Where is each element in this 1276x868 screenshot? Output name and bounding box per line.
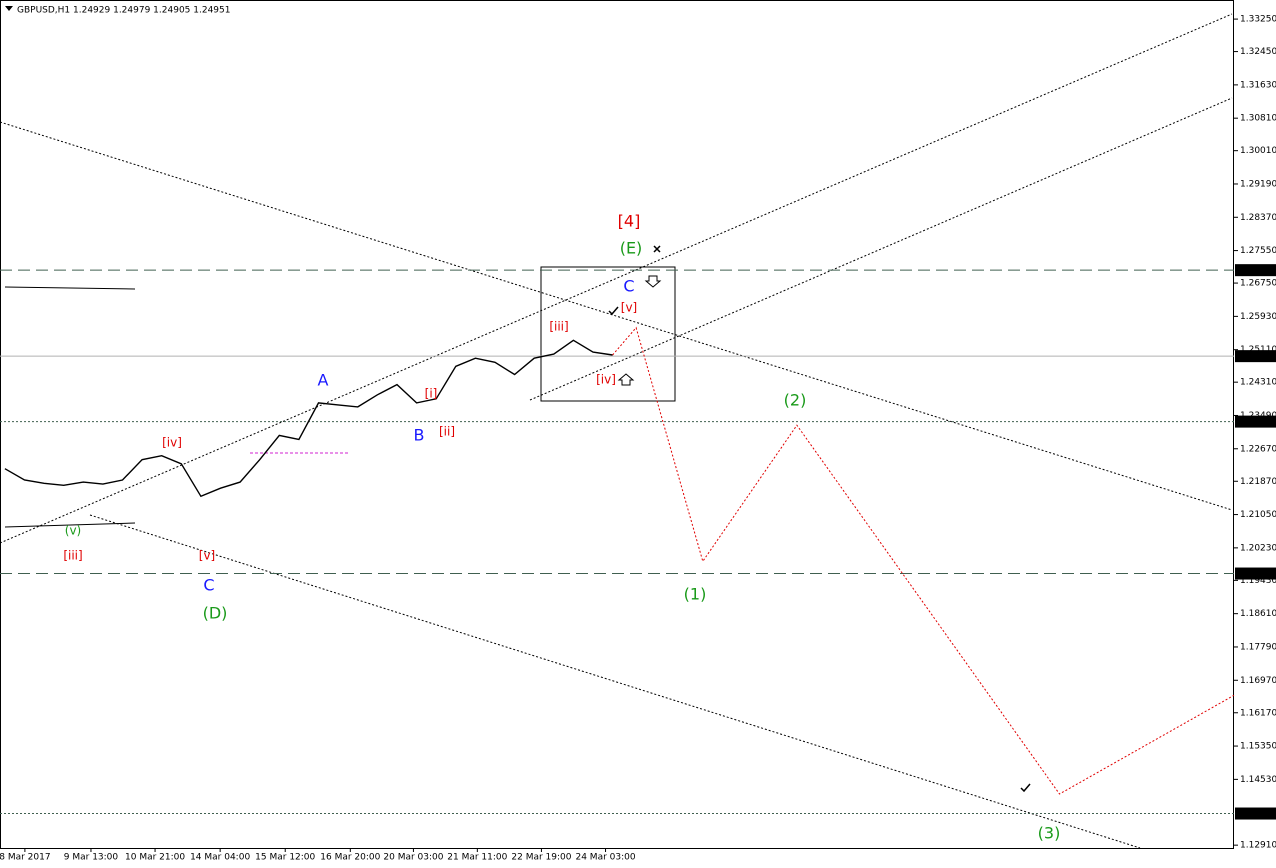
wave-label: C — [623, 277, 634, 296]
wave-label: [ii] — [439, 425, 455, 439]
y-tick-label: 1.24310 — [1240, 378, 1276, 388]
y-tick-label: 1.27550 — [1240, 246, 1276, 256]
x-tick-label: 16 Mar 20:00 — [320, 853, 380, 863]
y-tick-label: 1.29190 — [1240, 179, 1276, 189]
price-label: 1.23339 — [1238, 417, 1275, 427]
trend-line — [4, 522, 136, 528]
y-tick-label: 1.33250 — [1240, 15, 1276, 25]
price-label-box — [1235, 807, 1276, 820]
target-box — [540, 266, 676, 402]
y-tick-label: 1.31630 — [1240, 80, 1276, 90]
x-tick-label: 24 Mar 03:00 — [575, 853, 635, 863]
x-tick-label: 22 Mar 19:00 — [511, 853, 571, 863]
arrow-up-icon — [617, 373, 635, 386]
forecast-line — [612, 326, 1235, 795]
y-tick-label: 1.16970 — [1240, 676, 1276, 686]
cross-icon — [653, 245, 661, 253]
x-tick-label: 20 Mar 03:00 — [383, 853, 443, 863]
price-label: 1.27068 — [1238, 266, 1275, 276]
y-tick-label: 1.28370 — [1240, 213, 1276, 223]
arrow-down-icon — [644, 275, 662, 288]
y-tick-label: 1.30010 — [1240, 146, 1276, 156]
wave-label: B — [414, 426, 425, 445]
wave-label: (E) — [620, 239, 643, 258]
wave-label: (3) — [1038, 824, 1061, 843]
y-tick-label: 1.18610 — [1240, 609, 1276, 619]
price-line — [4, 339, 613, 498]
x-tick-label: 14 Mar 04:00 — [190, 853, 250, 863]
y-tick-label: 1.16170 — [1240, 708, 1276, 718]
y-tick-label: 1.17790 — [1240, 642, 1276, 652]
trend-line — [529, 97, 1233, 401]
y-tick-label: 1.15350 — [1240, 742, 1276, 752]
y-tick-label: 1.30810 — [1240, 114, 1276, 124]
y-tick-label: 1.26750 — [1240, 279, 1276, 289]
trend-line — [0, 121, 1233, 511]
y-tick-label: 1.22670 — [1240, 444, 1276, 454]
wave-label: (2) — [784, 391, 807, 410]
y-tick-label: 1.25930 — [1240, 312, 1276, 322]
check-icon — [1020, 783, 1031, 793]
price-label: 1.13689 — [1238, 809, 1275, 819]
trend-line — [89, 514, 1141, 849]
wave-label: [4] — [618, 212, 641, 231]
wave-label: [i] — [425, 387, 438, 401]
chart-title: GBPUSD,H1 1.24929 1.24979 1.24905 1.2495… — [17, 6, 230, 16]
wave-label: [iii] — [549, 320, 568, 334]
x-tick-label: 8 Mar 2017 — [0, 853, 51, 863]
price-label-box — [1235, 415, 1276, 428]
wave-label: [iii] — [63, 549, 82, 563]
price-label: 1.24951 — [1238, 352, 1275, 362]
x-tick-label: 15 Mar 12:00 — [255, 853, 315, 863]
wave-label: [v] — [199, 549, 215, 563]
trend-line — [4, 286, 136, 290]
wave-label: (1) — [684, 585, 707, 604]
check-icon — [608, 306, 619, 316]
wave-label: A — [318, 371, 329, 390]
wave-label: (D) — [203, 604, 228, 623]
price-label-box — [1235, 350, 1276, 363]
plot-frame — [0, 0, 1234, 849]
trend-line — [0, 13, 1233, 544]
wave-label: (v) — [65, 524, 81, 538]
menu-arrow — [5, 6, 13, 11]
y-tick-label: 1.20230 — [1240, 543, 1276, 553]
price-label: 1.19598 — [1238, 569, 1275, 579]
x-tick-label: 21 Mar 11:00 — [447, 853, 507, 863]
wave-label: [v] — [621, 301, 637, 315]
wave-label: C — [203, 576, 214, 595]
wave-label: [iv] — [596, 373, 616, 387]
y-tick-label: 1.21050 — [1240, 510, 1276, 520]
price-label-box — [1235, 567, 1276, 580]
y-tick-label: 1.21870 — [1240, 477, 1276, 487]
trend-lines — [0, 13, 1233, 849]
x-tick-label: 10 Mar 21:00 — [125, 853, 185, 863]
x-tick-label: 9 Mar 13:00 — [64, 853, 119, 863]
y-tick-label: 1.19430 — [1240, 576, 1276, 586]
price-label-box — [1235, 264, 1276, 277]
y-tick-label: 1.32450 — [1240, 47, 1276, 57]
y-tick-label: 1.12910 — [1240, 841, 1276, 851]
y-tick-label: 1.14530 — [1240, 775, 1276, 785]
wave-label: [iv] — [162, 436, 182, 450]
